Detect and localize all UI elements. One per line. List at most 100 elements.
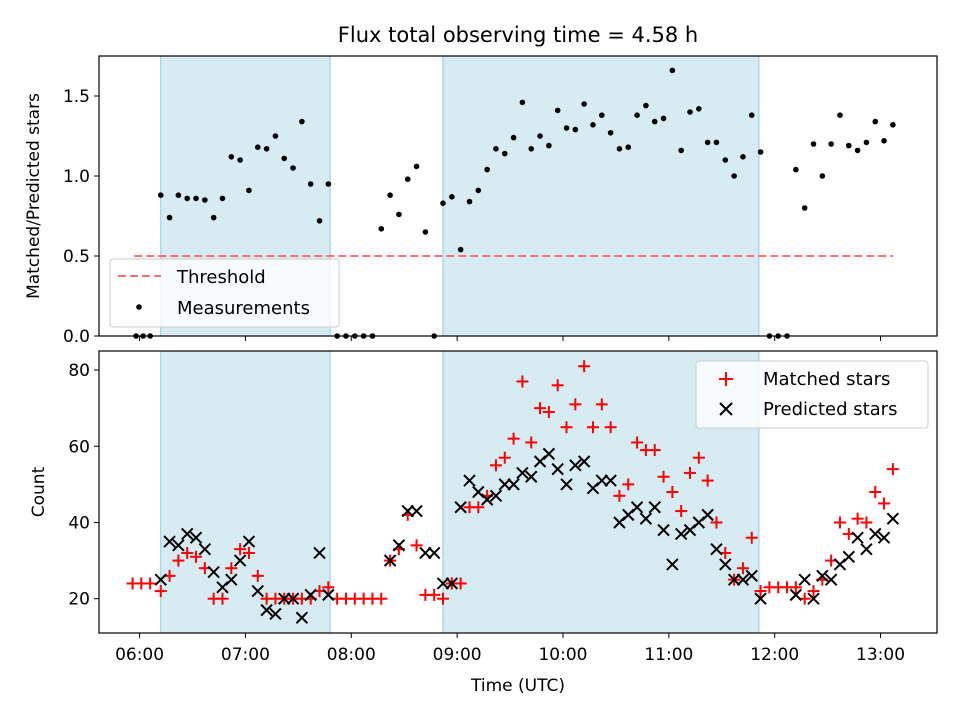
measurement-point bbox=[528, 146, 535, 152]
bottom-legend-box bbox=[695, 360, 929, 429]
bottom-panel: 20 40 60 80 06:00 07:00 08:00 09:00 10:00 11:00 1… bbox=[29, 350, 938, 696]
matched-star-point bbox=[181, 546, 194, 559]
top-shaded-region bbox=[443, 56, 759, 336]
x-tick-label: 08:00 bbox=[327, 645, 376, 665]
legend-threshold-label: Threshold bbox=[176, 267, 266, 288]
measurement-point bbox=[184, 195, 191, 202]
measurement-point bbox=[440, 200, 446, 206]
predicted-star-point bbox=[269, 607, 282, 621]
predicted-star-point bbox=[181, 527, 194, 541]
measurement-point bbox=[634, 112, 640, 118]
predicted-star-point bbox=[480, 493, 494, 506]
legend-predicted-swatch bbox=[719, 402, 733, 416]
measurement-point bbox=[387, 192, 393, 198]
measurement-point bbox=[651, 118, 658, 125]
x-axis-label: Time (UTC) bbox=[470, 676, 565, 696]
measurement-point bbox=[281, 155, 288, 162]
predicted-star-point bbox=[701, 508, 714, 522]
measurement-point bbox=[678, 147, 684, 154]
measurement-point bbox=[396, 211, 402, 218]
x-tick-label: 09:00 bbox=[433, 645, 482, 665]
predicted-star-point bbox=[648, 501, 661, 514]
matched-star-point bbox=[560, 421, 573, 434]
predicted-star-point bbox=[824, 573, 838, 586]
matched-star-point bbox=[666, 486, 679, 498]
measurement-point bbox=[590, 122, 596, 128]
matched-star-point bbox=[754, 585, 767, 598]
measurement-point bbox=[307, 181, 314, 187]
top-panel-frame bbox=[98, 55, 938, 337]
predicted-star-point bbox=[198, 542, 212, 556]
measurement-point bbox=[687, 109, 693, 115]
measurement-point bbox=[378, 226, 385, 232]
measurement-point bbox=[210, 214, 217, 221]
measurement-point bbox=[854, 147, 861, 154]
measurement-point bbox=[466, 198, 473, 205]
legend-predicted-label: Predicted stars bbox=[763, 399, 897, 420]
predicted-star-point bbox=[260, 603, 273, 617]
measurement-point bbox=[246, 187, 252, 194]
matched-star-point bbox=[736, 562, 749, 575]
measurement-point bbox=[290, 165, 296, 171]
bottom-legend: Matched stars Predicted stars bbox=[695, 360, 929, 429]
measurement-point bbox=[643, 102, 649, 109]
matched-star-point bbox=[886, 463, 899, 476]
measurement-point bbox=[519, 99, 526, 106]
matched-star-point bbox=[631, 436, 644, 449]
predicted-star-point bbox=[674, 527, 688, 541]
predicted-star-point bbox=[754, 592, 767, 605]
predicted-star-point bbox=[789, 588, 803, 602]
predicted-star-point bbox=[851, 531, 864, 544]
matched-star-point bbox=[190, 550, 203, 563]
legend-matched-swatch bbox=[719, 372, 733, 386]
measurement-point bbox=[740, 154, 746, 160]
predicted-star-point bbox=[516, 466, 529, 480]
measurement-point bbox=[493, 146, 499, 152]
bottom-y-tick-label: 80 bbox=[68, 361, 90, 381]
predicted-star-point bbox=[436, 577, 450, 590]
matched-star-point bbox=[675, 505, 688, 518]
measurement-point bbox=[704, 139, 711, 146]
predicted-star-point bbox=[286, 592, 300, 605]
predicted-star-point bbox=[242, 535, 256, 548]
predicted-star-point bbox=[463, 474, 476, 487]
matched-star-point bbox=[648, 444, 661, 457]
measurement-point bbox=[299, 118, 305, 125]
x-tick-label: 07:00 bbox=[221, 645, 270, 665]
bottom-shaded-region bbox=[160, 351, 331, 633]
predicted-star-point bbox=[551, 462, 564, 476]
top-y-axis-label: Matched/Predicted stars bbox=[24, 93, 44, 299]
matched-star-point bbox=[234, 543, 247, 556]
matched-star-point bbox=[489, 459, 502, 472]
measurement-point bbox=[863, 139, 870, 146]
measurement-point bbox=[616, 146, 623, 152]
matched-star-point bbox=[516, 375, 529, 388]
measurement-point bbox=[837, 112, 843, 118]
predicted-star-point bbox=[569, 459, 582, 472]
matched-star-point bbox=[437, 592, 450, 605]
measurement-point bbox=[484, 166, 490, 173]
measurement-point bbox=[890, 122, 896, 128]
measurement-point bbox=[554, 107, 561, 114]
top-panel: 0.0 0.5 1.0 1.5 Matched/Predicted stars Thr… bbox=[24, 55, 938, 347]
matched-star-point bbox=[472, 501, 485, 514]
predicted-star-point bbox=[419, 546, 432, 560]
matched-star-point bbox=[507, 432, 520, 445]
predicted-star-point bbox=[225, 573, 238, 586]
matched-star-point bbox=[745, 531, 758, 544]
bottom-y-axis-label: Count bbox=[29, 466, 49, 517]
measurement-point bbox=[272, 133, 279, 139]
predicted-star-point bbox=[154, 573, 167, 586]
predicted-star-point bbox=[736, 573, 750, 586]
matched-star-point bbox=[225, 562, 238, 575]
predicted-star-point bbox=[807, 592, 820, 605]
measurement-point bbox=[193, 195, 199, 202]
bottom-panel-frame bbox=[98, 350, 938, 634]
predicted-star-point bbox=[577, 455, 591, 468]
matched-star-point bbox=[692, 451, 705, 464]
measurement-point bbox=[572, 126, 579, 133]
matched-star-point bbox=[498, 451, 511, 464]
measurement-point bbox=[563, 125, 570, 131]
legend-matched-label: Matched stars bbox=[763, 369, 890, 390]
